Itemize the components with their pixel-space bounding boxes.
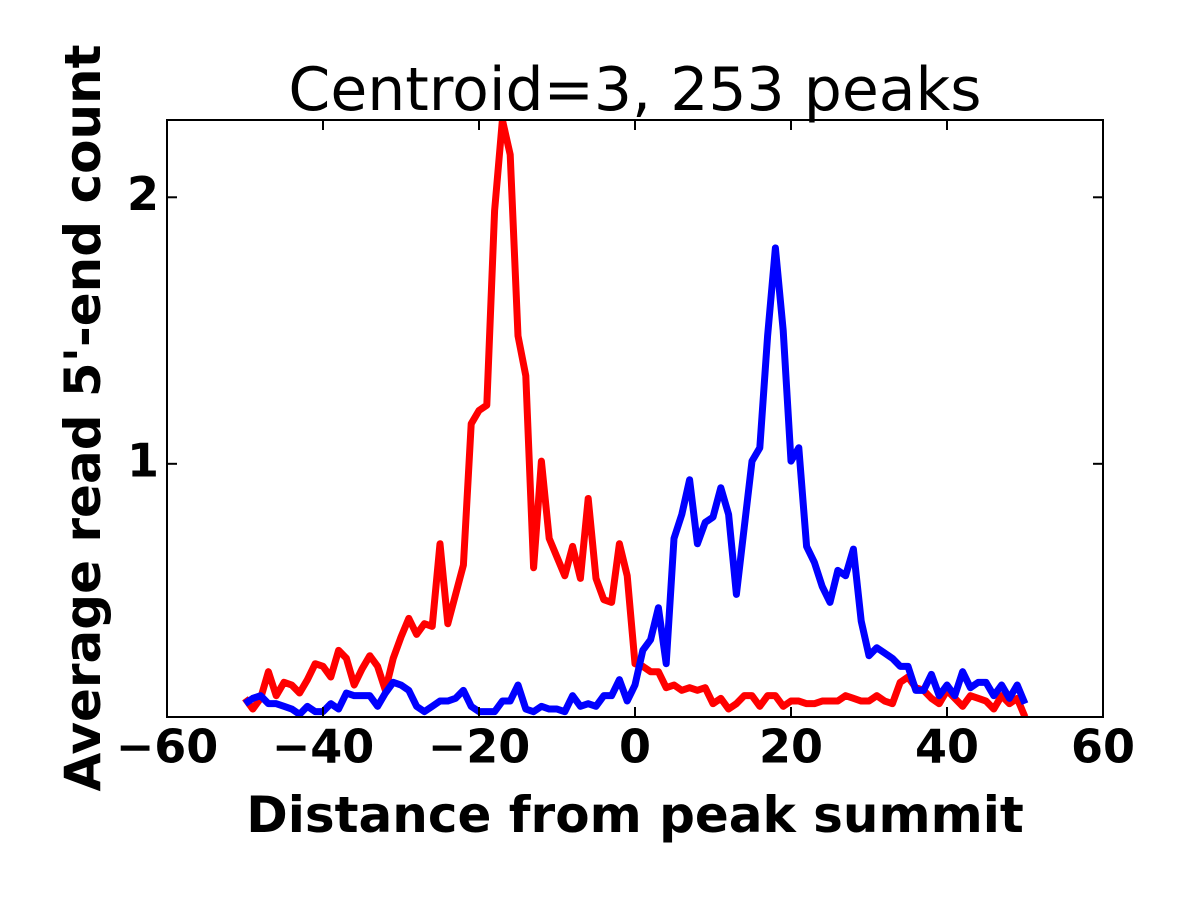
chart-title: Centroid=3, 253 peaks [288,55,981,125]
x-tick-label: 0 [619,720,651,774]
y-axis-label: Average read 5'-end count [54,44,112,791]
x-tick-label: −40 [272,720,375,774]
x-tick-label: −20 [428,720,531,774]
x-tick-label: 40 [915,720,979,774]
x-tick-label: 60 [1071,720,1135,774]
x-tick-label: −60 [116,720,219,774]
data-line [243,244,1029,717]
x-axis-label: Distance from peak summit [246,786,1024,844]
data-line [242,120,1029,717]
y-tick-label: 2 [127,167,159,221]
x-tick-label: 20 [759,720,823,774]
plot-lines [242,120,1029,717]
y-tick-label: 1 [127,433,159,487]
